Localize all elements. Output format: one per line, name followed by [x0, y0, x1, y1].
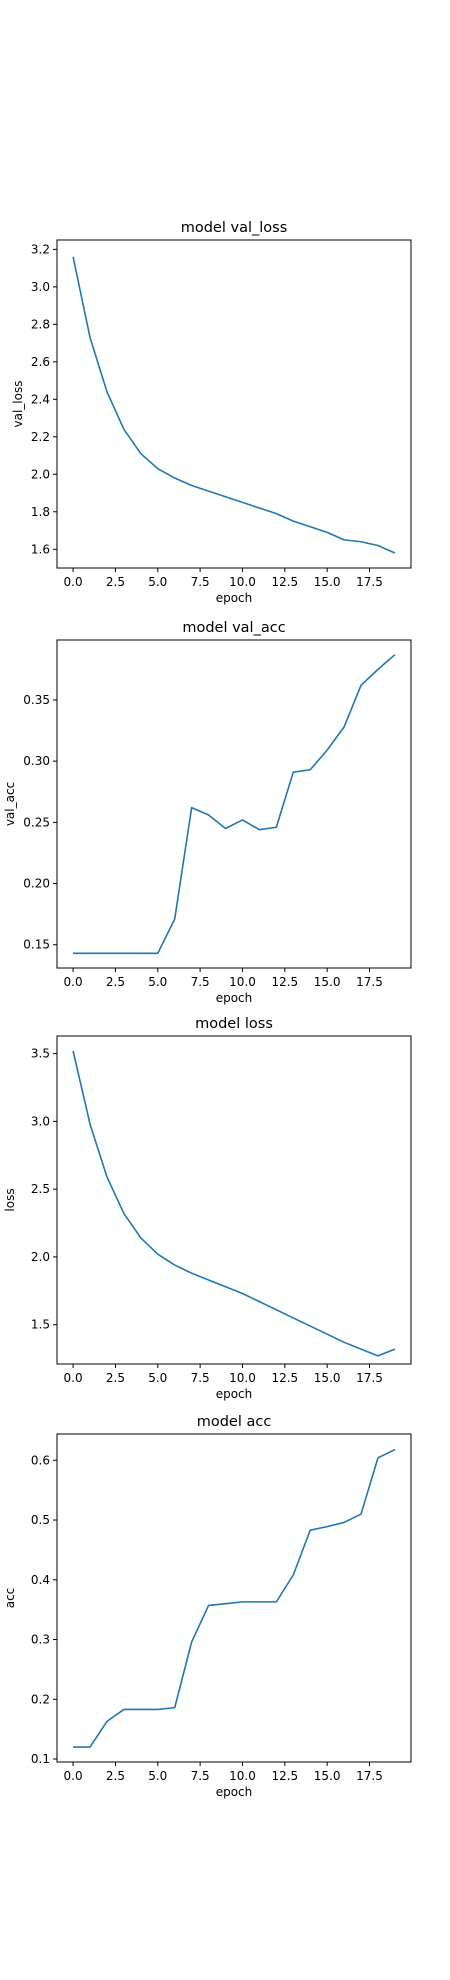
y-tick-label: 3.2 — [31, 242, 50, 256]
x-tick-label: 12.5 — [271, 575, 298, 589]
x-tick-label: 10.0 — [229, 1769, 256, 1783]
x-tick-label: 17.5 — [356, 975, 383, 989]
plot-frame — [56, 639, 412, 969]
x-tick-label: 15.0 — [314, 975, 341, 989]
chart-3: 0.0 2.5 5.0 7.5 10.0 12.5 15.0 17.5 0.1 0.2 0.3 0.4… — [3, 1414, 412, 1799]
y-tick-label: 2.6 — [31, 355, 50, 369]
x-tick-label: 15.0 — [314, 1371, 341, 1385]
y-tick-label: 2.8 — [31, 317, 50, 331]
x-axis-label: epoch — [216, 1387, 253, 1401]
x-tick-label: 0.0 — [64, 1769, 83, 1783]
x-tick-label: 5.0 — [148, 975, 167, 989]
x-tick-label: 17.5 — [356, 1769, 383, 1783]
y-tick-label: 0.6 — [31, 1453, 50, 1467]
chart-1: 0.0 2.5 5.0 7.5 10.0 12.5 15.0 17.5 0.15 0.20 0.25… — [3, 620, 412, 1005]
y-axis-label: acc — [3, 1588, 17, 1609]
plot-frame — [56, 1035, 412, 1365]
x-tick-label: 15.0 — [314, 575, 341, 589]
series-line — [72, 256, 396, 554]
y-tick-label: 2.4 — [31, 392, 50, 406]
plot-frame — [56, 1433, 412, 1763]
x-tick-label: 7.5 — [191, 575, 210, 589]
y-tick-label: 0.2 — [31, 1692, 50, 1706]
x-tick-label: 2.5 — [106, 1371, 125, 1385]
x-tick-label: 12.5 — [271, 1371, 298, 1385]
chart-title: model val_loss — [181, 220, 288, 236]
chart-title: model acc — [197, 1414, 272, 1430]
x-tick-label: 7.5 — [191, 1769, 210, 1783]
y-tick-label: 1.6 — [31, 542, 50, 556]
x-tick-label: 7.5 — [191, 975, 210, 989]
x-tick-label: 0.0 — [64, 575, 83, 589]
y-tick-label: 2.2 — [31, 430, 50, 444]
series-line — [73, 654, 396, 955]
y-tick-label: 0.5 — [31, 1513, 50, 1527]
y-tick-label: 0.3 — [31, 1633, 50, 1647]
y-tick-label: 0.30 — [23, 754, 50, 768]
x-tick-label: 12.5 — [271, 1769, 298, 1783]
y-axis-label: val_loss — [11, 381, 25, 428]
x-tick-label: 15.0 — [314, 1769, 341, 1783]
y-tick-label: 0.25 — [23, 815, 50, 829]
x-tick-label: 2.5 — [106, 975, 125, 989]
y-tick-label: 2.0 — [31, 1250, 50, 1264]
y-tick-label: 2.5 — [31, 1182, 50, 1196]
x-axis-label: epoch — [216, 1785, 253, 1799]
y-tick-label: 3.5 — [31, 1047, 50, 1061]
y-tick-label: 2.0 — [31, 467, 50, 481]
series-line — [72, 1050, 396, 1357]
y-axis-label: loss — [3, 1188, 17, 1211]
series-line — [73, 1448, 396, 1748]
x-tick-label: 12.5 — [271, 975, 298, 989]
x-tick-label: 0.0 — [64, 1371, 83, 1385]
y-tick-label: 3.0 — [31, 280, 50, 294]
y-axis-label: val_acc — [3, 782, 17, 826]
x-tick-label: 0.0 — [64, 975, 83, 989]
x-tick-label: 2.5 — [106, 575, 125, 589]
x-tick-label: 5.0 — [148, 1371, 167, 1385]
x-tick-label: 10.0 — [229, 575, 256, 589]
y-tick-label: 1.5 — [31, 1318, 50, 1332]
plot-frame — [56, 239, 412, 569]
y-tick-label: 0.4 — [31, 1573, 50, 1587]
x-axis-label: epoch — [216, 591, 253, 605]
x-tick-label: 10.0 — [229, 1371, 256, 1385]
chart-0: 0.0 2.5 5.0 7.5 10.0 12.5 15.0 17.5 1.6 1.8 2.0 2.2… — [11, 220, 412, 605]
y-tick-label: 3.0 — [31, 1114, 50, 1128]
y-tick-label: 0.15 — [23, 938, 50, 952]
x-tick-label: 17.5 — [356, 1371, 383, 1385]
x-tick-label: 2.5 — [106, 1769, 125, 1783]
x-tick-label: 7.5 — [191, 1371, 210, 1385]
x-axis-label: epoch — [216, 991, 253, 1005]
x-tick-label: 17.5 — [356, 575, 383, 589]
chart-2: 0.0 2.5 5.0 7.5 10.0 12.5 15.0 17.5 1.5 2.0 2.5 3.0… — [3, 1016, 412, 1401]
x-tick-label: 5.0 — [148, 575, 167, 589]
chart-title: model loss — [195, 1016, 273, 1032]
y-tick-label: 1.8 — [31, 505, 50, 519]
x-tick-label: 10.0 — [229, 975, 256, 989]
y-tick-label: 0.1 — [31, 1752, 50, 1766]
y-tick-label: 0.20 — [23, 877, 50, 891]
y-tick-label: 0.35 — [23, 693, 50, 707]
chart-title: model val_acc — [182, 620, 285, 636]
x-tick-label: 5.0 — [148, 1769, 167, 1783]
